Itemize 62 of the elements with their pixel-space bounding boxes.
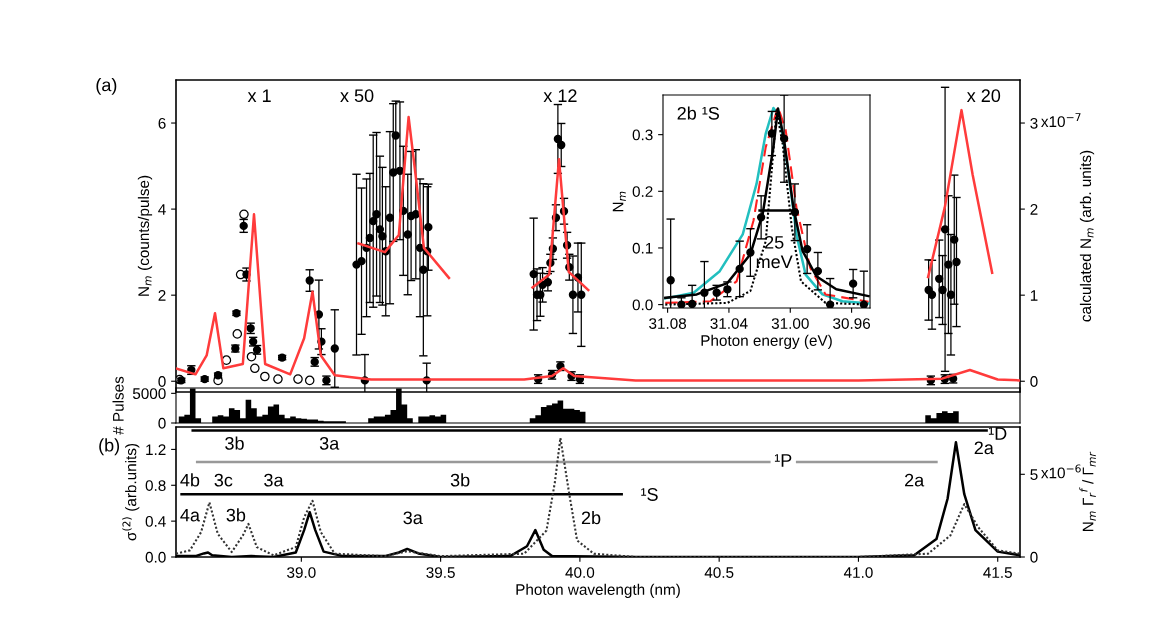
x-tick-label: 31.00 xyxy=(771,318,809,329)
y-axis-title: N$_{m}$ xyxy=(612,191,626,212)
y-tick-label: 0.1 xyxy=(632,242,653,254)
annotation: 3b xyxy=(450,473,470,487)
annotation: 3c xyxy=(214,473,233,487)
y-axis-title: N$_{m}$ (counts/pulse) xyxy=(137,175,153,296)
x-tick-label: 39.0 xyxy=(287,567,316,578)
text: (b) xyxy=(99,438,120,456)
y2-tick-label: 0 xyxy=(1030,551,1038,563)
y2-tick-label: 5 xyxy=(1030,469,1038,480)
y-tick-label: 0.0 xyxy=(632,299,653,311)
y2-axis-title: calculated N$_{m}$ (arb. units) xyxy=(1079,150,1095,322)
annotation: ¹D xyxy=(988,427,1007,440)
y-tick-label: 0.3 xyxy=(632,129,653,141)
annotation: 4b xyxy=(180,473,200,487)
x-tick-label: 41.5 xyxy=(983,567,1012,578)
annotation: 3a xyxy=(403,511,423,525)
annotation: 4a xyxy=(180,508,200,522)
y-tick-label: 0 xyxy=(158,417,166,429)
x-tick-label: 40.5 xyxy=(704,567,734,578)
y-tick-label: 1.2 xyxy=(146,444,166,455)
y2-tick-label: 1 xyxy=(1030,290,1038,301)
x-tick-label: 31.08 xyxy=(649,318,687,329)
x-tick-label: 41.0 xyxy=(843,567,873,578)
y-tick-label: 0 xyxy=(158,376,166,387)
y-tick-label: 0.8 xyxy=(145,480,166,491)
y-axis-title: # Pulses xyxy=(112,376,124,435)
annotation: x 20 xyxy=(966,89,1001,103)
x-tick-label: 31.04 xyxy=(710,318,748,329)
annotation: 2b ¹S xyxy=(677,106,720,120)
annotation: ¹P xyxy=(774,454,792,467)
annotation: 3b xyxy=(225,436,244,450)
text: x10$^{−7}$ xyxy=(1041,113,1081,128)
y-tick-label: 4 xyxy=(158,204,166,215)
x-tick-label: 30.96 xyxy=(833,318,871,329)
y-tick-label: 6 xyxy=(158,117,166,129)
y-tick-label: 0.2 xyxy=(632,186,653,197)
annotation: x 1 xyxy=(247,89,271,102)
x-axis-title: Photon wavelength (nm) xyxy=(516,583,680,598)
x-axis-title: Photon energy (eV) xyxy=(701,334,832,349)
x-tick-label: 40.0 xyxy=(565,567,595,578)
annotation: 25 meV xyxy=(756,235,793,269)
annotation: 3a xyxy=(264,473,284,487)
y2-tick-label: 0 xyxy=(1030,376,1038,387)
annotation: 3a xyxy=(319,436,340,450)
text: x10$^{−6}$ xyxy=(1041,464,1081,479)
y2-tick-label: 3 xyxy=(1030,117,1038,129)
y-tick-label: 5000 xyxy=(132,388,166,400)
annotation: 2a xyxy=(905,473,925,487)
y-tick-label: 2 xyxy=(158,290,166,301)
annotation: x 12 xyxy=(543,89,577,102)
annotation: 2a xyxy=(974,441,994,455)
y-tick-label: 0.0 xyxy=(145,551,166,563)
annotation: ¹S xyxy=(641,488,658,501)
annotation: x 50 xyxy=(340,89,374,103)
y-axis-title: σ$^{(2)}$ (arb.units) xyxy=(122,443,140,541)
text: (a) xyxy=(96,78,117,95)
y2-tick-label: 2 xyxy=(1030,203,1038,215)
x-tick-label: 39.5 xyxy=(426,567,455,578)
annotation: 3b xyxy=(226,508,246,522)
annotation: 2b xyxy=(581,510,601,525)
y-tick-label: 0.4 xyxy=(145,516,166,527)
